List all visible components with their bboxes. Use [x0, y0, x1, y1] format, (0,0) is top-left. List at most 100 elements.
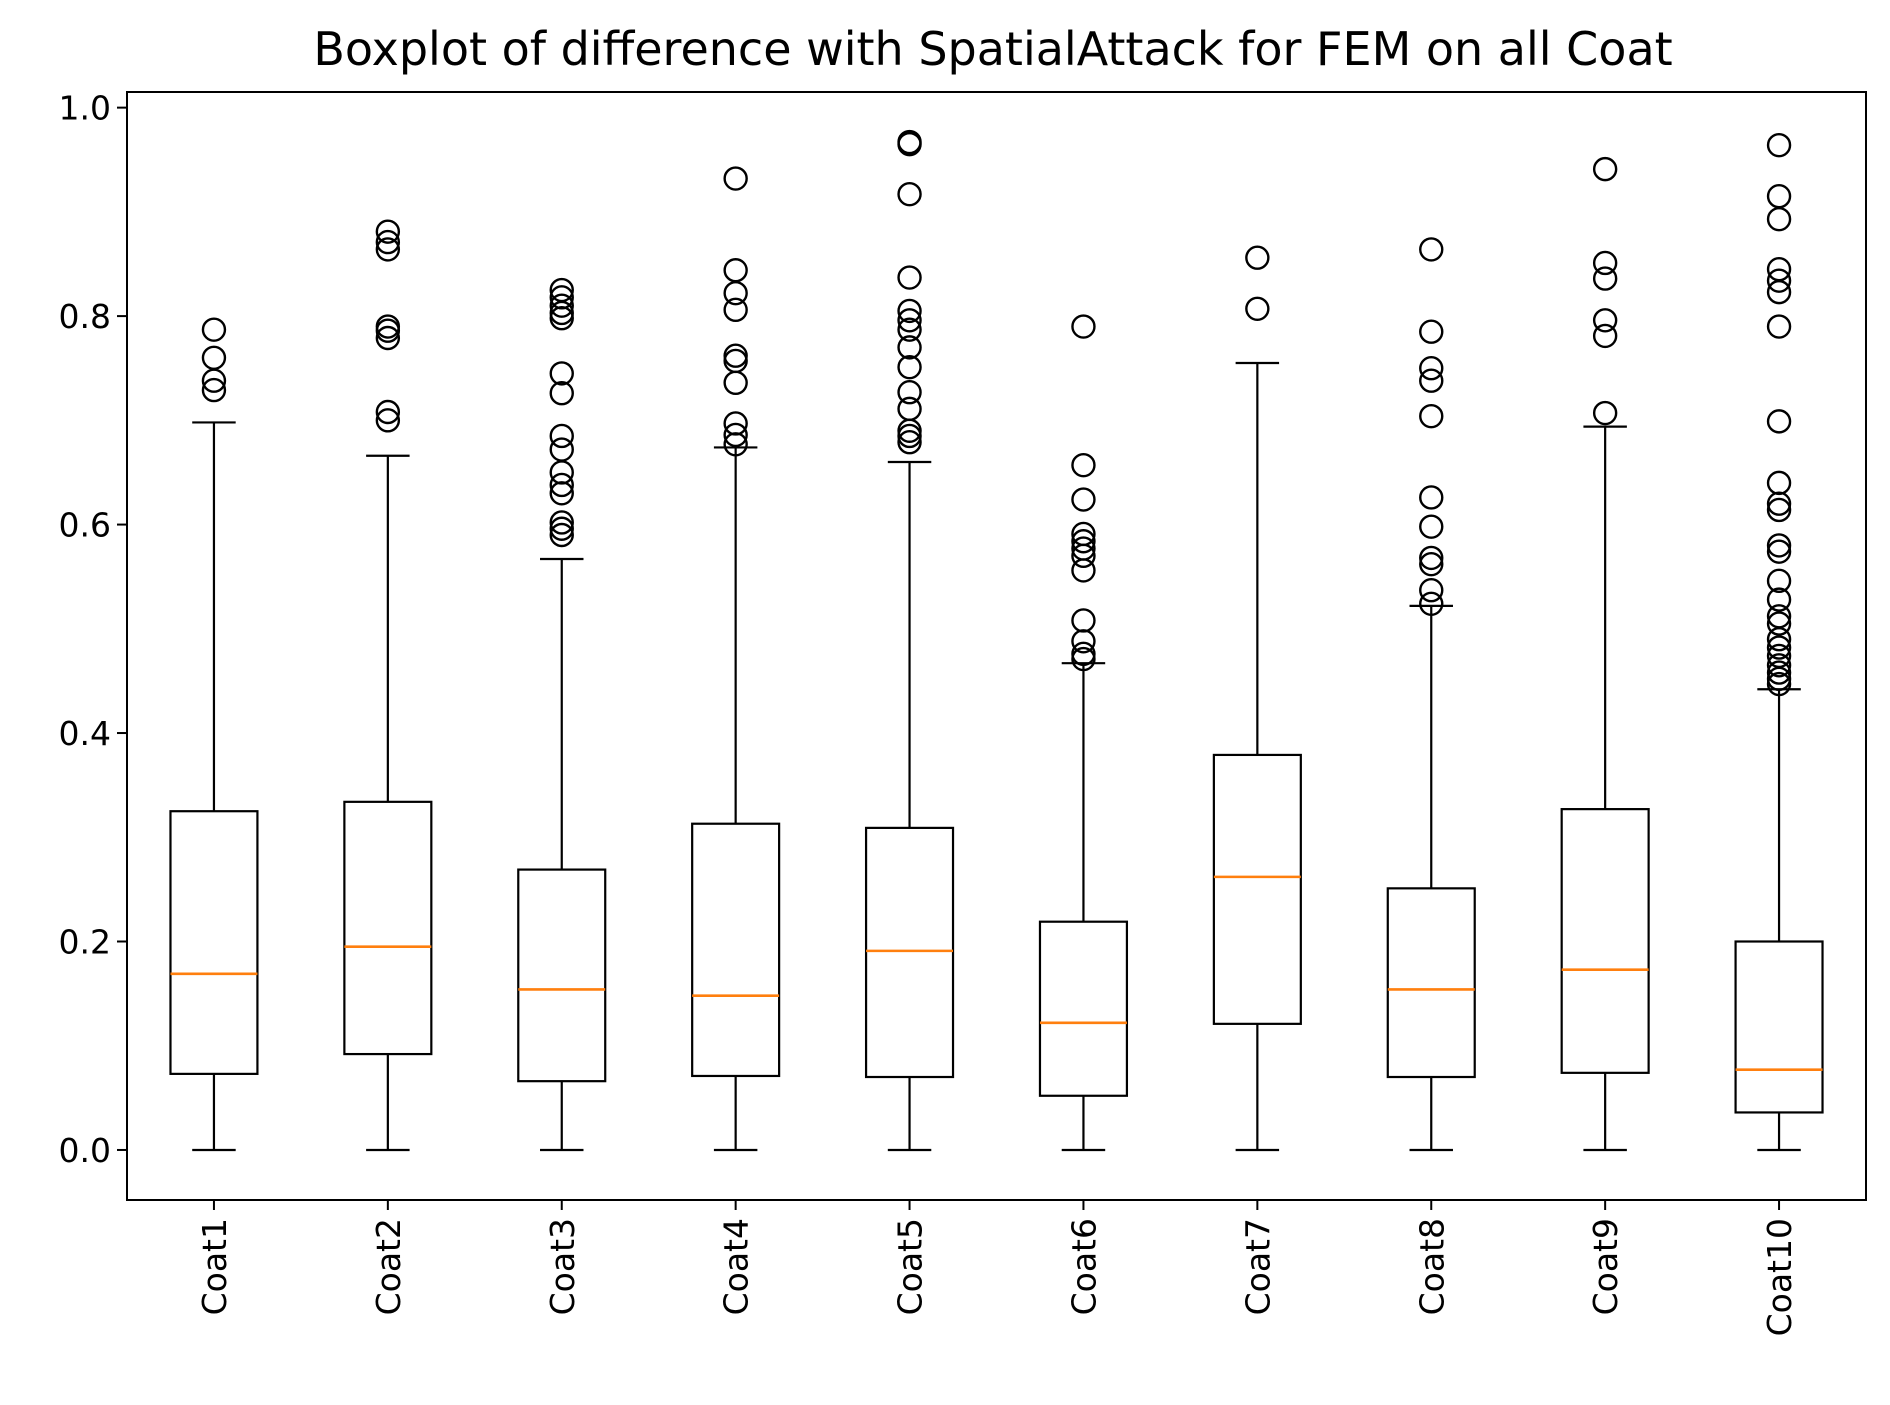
plot-area: 0.0 0.2 0.4 0.6 0.8 1.0 Coat1 Coat2 Coat3 Coat4 Co… [59, 89, 1867, 1336]
outlier-point [549, 381, 574, 406]
outlier-point [897, 308, 922, 333]
outlier-point [897, 335, 922, 360]
outlier-point [897, 430, 922, 455]
x-tick-label: Coat10 [1760, 1218, 1799, 1336]
outlier-point [1419, 356, 1444, 381]
outlier-point [1766, 568, 1792, 594]
box-coat3 [517, 868, 607, 1083]
outlier-point [1071, 641, 1096, 667]
outlier-point [1071, 646, 1096, 672]
outlier-point [1766, 627, 1792, 652]
outlier-point [375, 237, 401, 262]
outlier-point [1245, 296, 1270, 322]
outlier-point [897, 354, 922, 380]
outlier-point [1592, 250, 1618, 276]
box-coat8 [1386, 887, 1476, 1079]
outlier-point [375, 408, 401, 433]
outlier-point [549, 361, 574, 386]
x-tick-label: Coat4 [717, 1218, 756, 1315]
outlier-point [1766, 671, 1792, 697]
outlier-point [549, 423, 574, 449]
outlier-point [1071, 452, 1096, 478]
outlier-point [897, 298, 922, 324]
outlier-point [375, 399, 401, 425]
outlier-point [201, 345, 227, 370]
box-coat2 [343, 800, 433, 1056]
outlier-point [1071, 487, 1096, 512]
outlier-point [1766, 206, 1792, 232]
outlier-point [549, 437, 574, 462]
outlier-point [1766, 409, 1792, 434]
box-coat5 [864, 826, 955, 1079]
outlier-point [1071, 529, 1096, 554]
outlier-point [549, 481, 574, 506]
outlier-point [723, 370, 748, 396]
box-coat7 [1212, 753, 1302, 1025]
y-tick-label: 0.8 [59, 297, 111, 336]
outlier-point [1419, 514, 1444, 539]
outlier-point [723, 258, 748, 283]
outlier-point [201, 368, 227, 393]
outlier-point [1419, 485, 1444, 510]
outlier-point [549, 460, 574, 485]
outlier-point [1419, 319, 1444, 344]
outlier-point [897, 129, 922, 155]
outlier-point [723, 343, 748, 368]
outlier-point [549, 305, 574, 331]
outlier-point [723, 280, 748, 306]
outlier-point [897, 265, 922, 290]
outlier-point [375, 219, 401, 244]
x-tick-label: Coat5 [891, 1218, 930, 1315]
outlier-point [1419, 578, 1444, 603]
x-tick-label: Coat1 [195, 1218, 234, 1315]
outlier-point [1419, 551, 1444, 577]
outlier-point [1419, 591, 1444, 616]
box-coat6 [1038, 920, 1129, 1097]
x-tick-label: Coat8 [1412, 1218, 1451, 1315]
outlier-point [1071, 629, 1096, 654]
outlier-point [1071, 314, 1096, 339]
outlier-point [1245, 245, 1270, 270]
outlier-point [1592, 400, 1618, 426]
box-coat4 [691, 822, 781, 1078]
outlier-point [1766, 497, 1792, 523]
y-tick-label: 0.2 [59, 923, 111, 962]
outlier-point [1766, 653, 1792, 678]
outlier-point [1766, 587, 1792, 612]
outlier-point [1592, 323, 1618, 349]
outlier-point [375, 318, 401, 343]
x-tick-label: Coat6 [1064, 1218, 1103, 1315]
outlier-point [723, 422, 748, 448]
outlier-point [1071, 608, 1096, 633]
outlier-point [1419, 237, 1444, 262]
outlier-point [1766, 132, 1792, 158]
box-coat1 [169, 810, 259, 1075]
outlier-point [1419, 545, 1444, 571]
outlier-point [1766, 491, 1792, 516]
outlier-point [1766, 279, 1792, 305]
outlier-point [897, 181, 922, 207]
outlier-point [375, 229, 401, 255]
outlier-point [1766, 539, 1792, 564]
x-tick-label: Coat3 [543, 1218, 582, 1315]
outlier-point [1071, 558, 1096, 583]
outlier-point [897, 131, 922, 157]
outlier-point [1766, 533, 1792, 558]
chart-title: Boxplot of difference with SpatialAttack… [313, 22, 1672, 76]
outlier-point [201, 317, 227, 342]
x-tick-label: Coat9 [1586, 1218, 1625, 1315]
outlier-point [1592, 266, 1618, 291]
outlier-point [201, 377, 227, 403]
outlier-point [1592, 308, 1618, 333]
outlier-point [1766, 268, 1792, 293]
outlier-point [723, 297, 748, 323]
y-tick-label: 0.4 [59, 714, 111, 753]
outlier-point [897, 379, 922, 405]
outlier-point [1766, 660, 1792, 685]
outlier-point [723, 166, 748, 191]
outlier-point [1766, 611, 1792, 636]
outlier-point [549, 293, 574, 318]
outlier-point [1071, 543, 1096, 569]
